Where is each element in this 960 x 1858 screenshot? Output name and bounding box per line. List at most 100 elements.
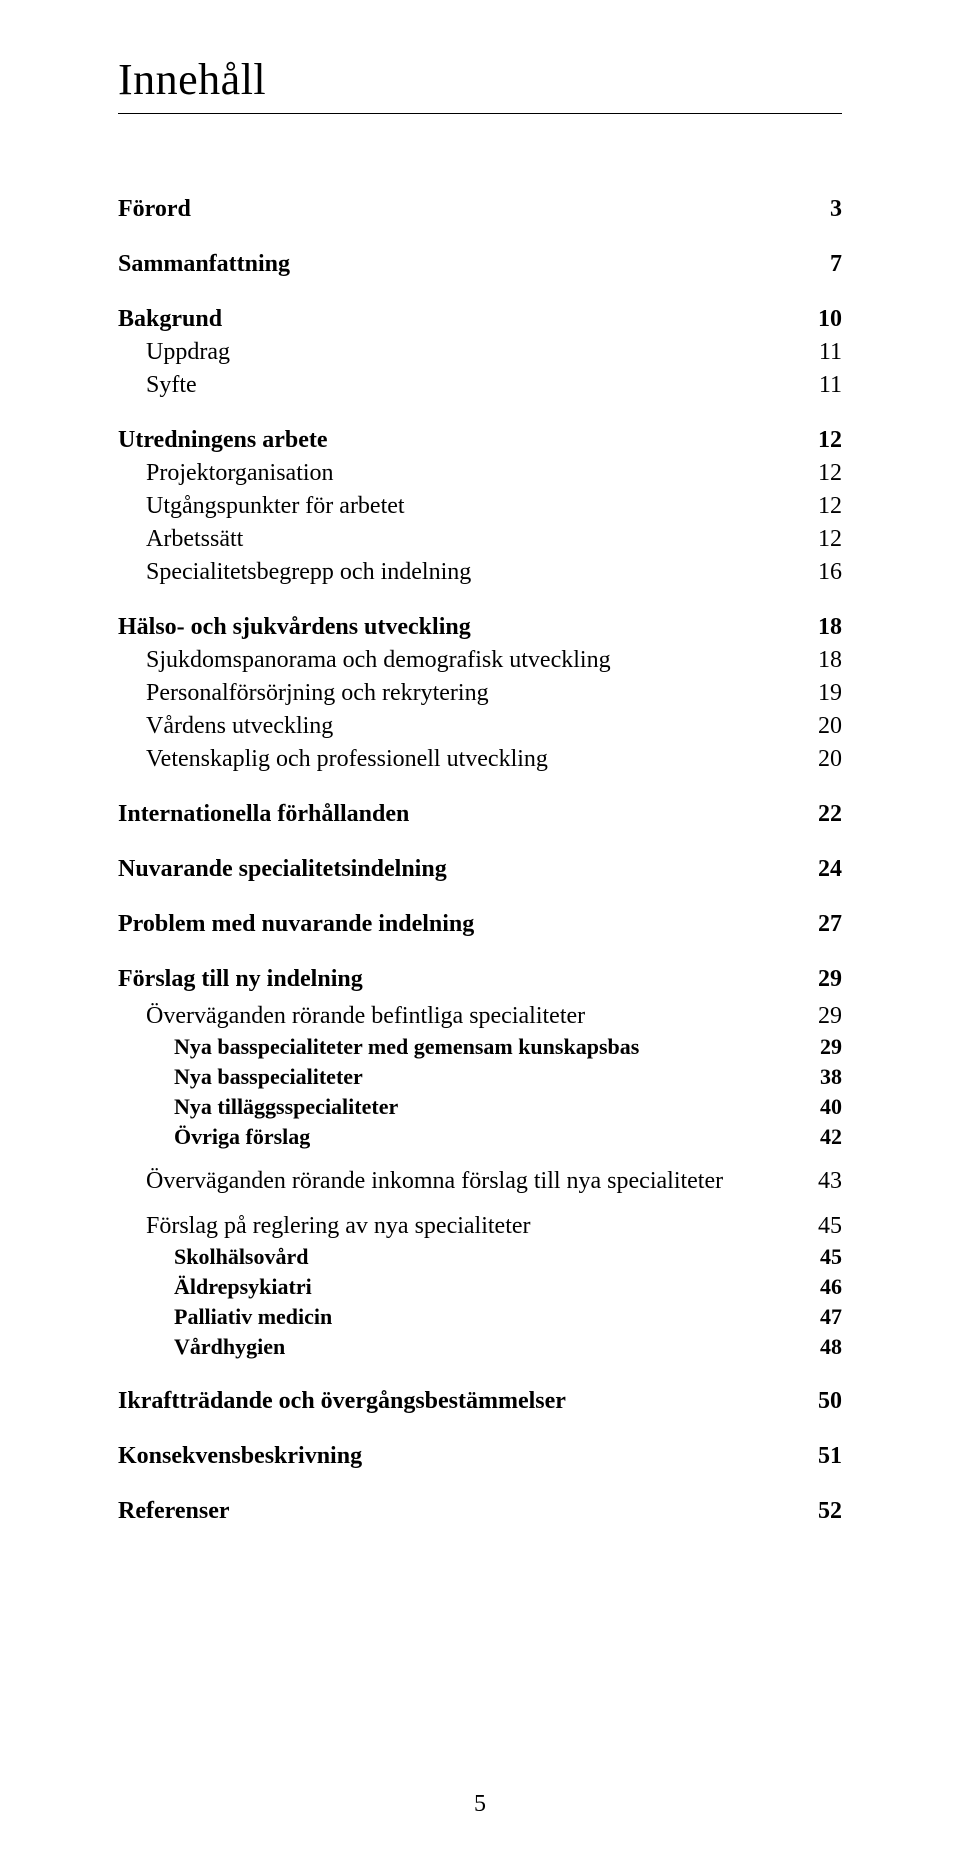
toc-page-number: 46	[820, 1274, 842, 1300]
toc-label: Äldrepsykiatri	[174, 1274, 820, 1300]
toc-label: Sammanfattning	[118, 251, 830, 278]
toc-row: Internationella förhållanden22	[118, 801, 842, 828]
toc-page-number: 29	[820, 1034, 842, 1060]
toc-row: Nuvarande specialitetsindelning24	[118, 856, 842, 883]
toc-page-number: 51	[818, 1443, 842, 1470]
toc-label: Förord	[118, 196, 830, 223]
toc-page-number: 19	[818, 680, 842, 707]
toc-page-number: 12	[818, 427, 842, 454]
toc-page-number: 11	[819, 339, 842, 366]
toc-label: Vetenskaplig och professionell utvecklin…	[146, 746, 818, 773]
toc-label: Nya basspecialiteter med gemensam kunska…	[174, 1034, 820, 1060]
toc-row: Specialitetsbegrepp och indelning16	[118, 559, 842, 586]
toc-row: Vårdhygien48	[118, 1334, 842, 1360]
toc-row: Nya basspecialiteter med gemensam kunska…	[118, 1034, 842, 1060]
toc-label: Ikraftträdande och övergångsbestämmelser	[118, 1388, 818, 1415]
toc-row: Nya tilläggsspecialiteter40	[118, 1094, 842, 1120]
toc-label: Vårdhygien	[174, 1334, 820, 1360]
toc-page-number: 7	[830, 251, 842, 278]
toc-page-number: 38	[820, 1064, 842, 1090]
toc-label: Projektorganisation	[146, 460, 818, 487]
toc-label: Problem med nuvarande indelning	[118, 911, 818, 938]
toc-row: Nya basspecialiteter38	[118, 1064, 842, 1090]
toc-row: Sjukdomspanorama och demografisk utveckl…	[118, 647, 842, 674]
toc-page-number: 45	[818, 1213, 842, 1240]
toc-label: Skolhälsovård	[174, 1244, 820, 1270]
toc-page-number: 40	[820, 1094, 842, 1120]
toc-label: Överväganden rörande inkomna förslag til…	[146, 1168, 818, 1195]
toc-label: Utredningens arbete	[118, 427, 818, 454]
toc-row: Sammanfattning7	[118, 251, 842, 278]
table-of-contents: Förord3Sammanfattning7Bakgrund10Uppdrag1…	[118, 196, 842, 1525]
page: Innehåll Förord3Sammanfattning7Bakgrund1…	[0, 0, 960, 1858]
toc-row: Förord3	[118, 196, 842, 223]
toc-page-number: 18	[818, 614, 842, 641]
toc-label: Personalförsörjning och rekrytering	[146, 680, 818, 707]
toc-row: Utredningens arbete12	[118, 427, 842, 454]
toc-page-number: 12	[818, 526, 842, 553]
toc-label: Förslag till ny indelning	[118, 966, 818, 993]
toc-row: Övriga förslag42	[118, 1124, 842, 1150]
toc-page-number: 24	[818, 856, 842, 883]
toc-row: Förslag på reglering av nya specialitete…	[118, 1213, 842, 1240]
toc-row: Överväganden rörande inkomna förslag til…	[118, 1168, 842, 1195]
toc-row: Palliativ medicin47	[118, 1304, 842, 1330]
toc-label: Nuvarande specialitetsindelning	[118, 856, 818, 883]
toc-page-number: 27	[818, 911, 842, 938]
toc-page-number: 20	[818, 713, 842, 740]
toc-label: Konsekvensbeskrivning	[118, 1443, 818, 1470]
toc-label: Bakgrund	[118, 306, 818, 333]
toc-page-number: 22	[818, 801, 842, 828]
toc-label: Arbetssätt	[146, 526, 818, 553]
toc-row: Bakgrund10	[118, 306, 842, 333]
toc-label: Palliativ medicin	[174, 1304, 820, 1330]
page-number: 5	[0, 1791, 960, 1818]
toc-label: Internationella förhållanden	[118, 801, 818, 828]
title-rule	[118, 113, 842, 114]
toc-row: Arbetssätt12	[118, 526, 842, 553]
toc-row: Konsekvensbeskrivning51	[118, 1443, 842, 1470]
toc-label: Nya basspecialiteter	[174, 1064, 820, 1090]
toc-label: Förslag på reglering av nya specialitete…	[146, 1213, 818, 1240]
toc-page-number: 52	[818, 1498, 842, 1525]
toc-row: Problem med nuvarande indelning27	[118, 911, 842, 938]
toc-page-number: 12	[818, 493, 842, 520]
toc-page-number: 50	[818, 1388, 842, 1415]
toc-page-number: 29	[818, 966, 842, 993]
toc-row: Referenser52	[118, 1498, 842, 1525]
toc-label: Specialitetsbegrepp och indelning	[146, 559, 818, 586]
toc-page-number: 45	[820, 1244, 842, 1270]
toc-label: Sjukdomspanorama och demografisk utveckl…	[146, 647, 818, 674]
toc-label: Vårdens utveckling	[146, 713, 818, 740]
toc-page-number: 12	[818, 460, 842, 487]
toc-row: Överväganden rörande befintliga speciali…	[118, 1003, 842, 1030]
toc-label: Utgångspunkter för arbetet	[146, 493, 818, 520]
toc-label: Syfte	[146, 372, 819, 399]
toc-page-number: 11	[819, 372, 842, 399]
toc-row: Personalförsörjning och rekrytering19	[118, 680, 842, 707]
toc-page-number: 48	[820, 1334, 842, 1360]
page-title: Innehåll	[118, 54, 842, 105]
toc-row: Syfte11	[118, 372, 842, 399]
toc-page-number: 42	[820, 1124, 842, 1150]
toc-row: Hälso- och sjukvårdens utveckling18	[118, 614, 842, 641]
toc-page-number: 43	[818, 1168, 842, 1195]
toc-row: Vetenskaplig och professionell utvecklin…	[118, 746, 842, 773]
toc-label: Uppdrag	[146, 339, 819, 366]
toc-row: Äldrepsykiatri46	[118, 1274, 842, 1300]
toc-page-number: 10	[818, 306, 842, 333]
toc-page-number: 3	[830, 196, 842, 223]
toc-page-number: 16	[818, 559, 842, 586]
toc-row: Uppdrag11	[118, 339, 842, 366]
toc-page-number: 29	[818, 1003, 842, 1030]
toc-row: Vårdens utveckling20	[118, 713, 842, 740]
toc-label: Referenser	[118, 1498, 818, 1525]
toc-page-number: 20	[818, 746, 842, 773]
toc-page-number: 47	[820, 1304, 842, 1330]
toc-label: Övriga förslag	[174, 1124, 820, 1150]
toc-row: Utgångspunkter för arbetet12	[118, 493, 842, 520]
toc-label: Överväganden rörande befintliga speciali…	[146, 1003, 818, 1030]
toc-row: Projektorganisation12	[118, 460, 842, 487]
toc-row: Förslag till ny indelning29	[118, 966, 842, 993]
toc-row: Skolhälsovård45	[118, 1244, 842, 1270]
